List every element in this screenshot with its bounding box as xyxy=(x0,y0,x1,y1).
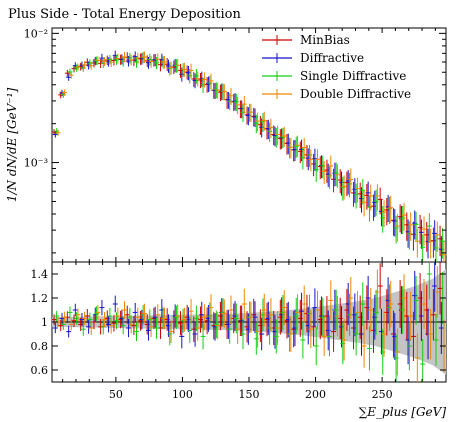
ratio-y-tick-label: 1.2 xyxy=(31,292,49,305)
ratio-y-tick-label: 0.6 xyxy=(31,364,49,377)
y-axis-title: 1/N dN/dE [GeV⁻¹] xyxy=(5,88,19,203)
y-tick-label: 10⁻³ xyxy=(24,157,48,170)
x-tick-label: 200 xyxy=(305,388,326,401)
x-axis-title: ∑E_plus [GeV] xyxy=(359,405,447,419)
ratio-y-tick-label: 1.4 xyxy=(31,268,49,281)
x-tick-label: 150 xyxy=(239,388,260,401)
ratio-y-tick-label: 0.8 xyxy=(31,340,49,353)
x-tick-label: 250 xyxy=(372,388,393,401)
legend-label-single-diffractive: Single Diffractive xyxy=(300,69,406,83)
ratio-y-tick-label: 1 xyxy=(41,316,48,329)
legend-label-diffractive: Diffractive xyxy=(300,51,364,65)
legend-label-double-diffractive: Double Diffractive xyxy=(300,87,411,101)
ratio-data-points xyxy=(51,262,447,382)
x-tick-label: 50 xyxy=(109,388,123,401)
legend: MinBias Diffractive Single Diffractive Doub… xyxy=(262,33,411,101)
chart-title: Plus Side - Total Energy Deposition xyxy=(8,7,241,22)
x-tick-label: 100 xyxy=(172,388,193,401)
main-data-points xyxy=(51,50,447,262)
axis-ticks: 50 100 150 200 250 10⁻² 10⁻³ 0.6 0.8 1 1.2 1.4 xyxy=(24,27,446,401)
legend-label-minbias: MinBias xyxy=(300,33,350,47)
y-tick-label: 10⁻² xyxy=(24,27,48,40)
